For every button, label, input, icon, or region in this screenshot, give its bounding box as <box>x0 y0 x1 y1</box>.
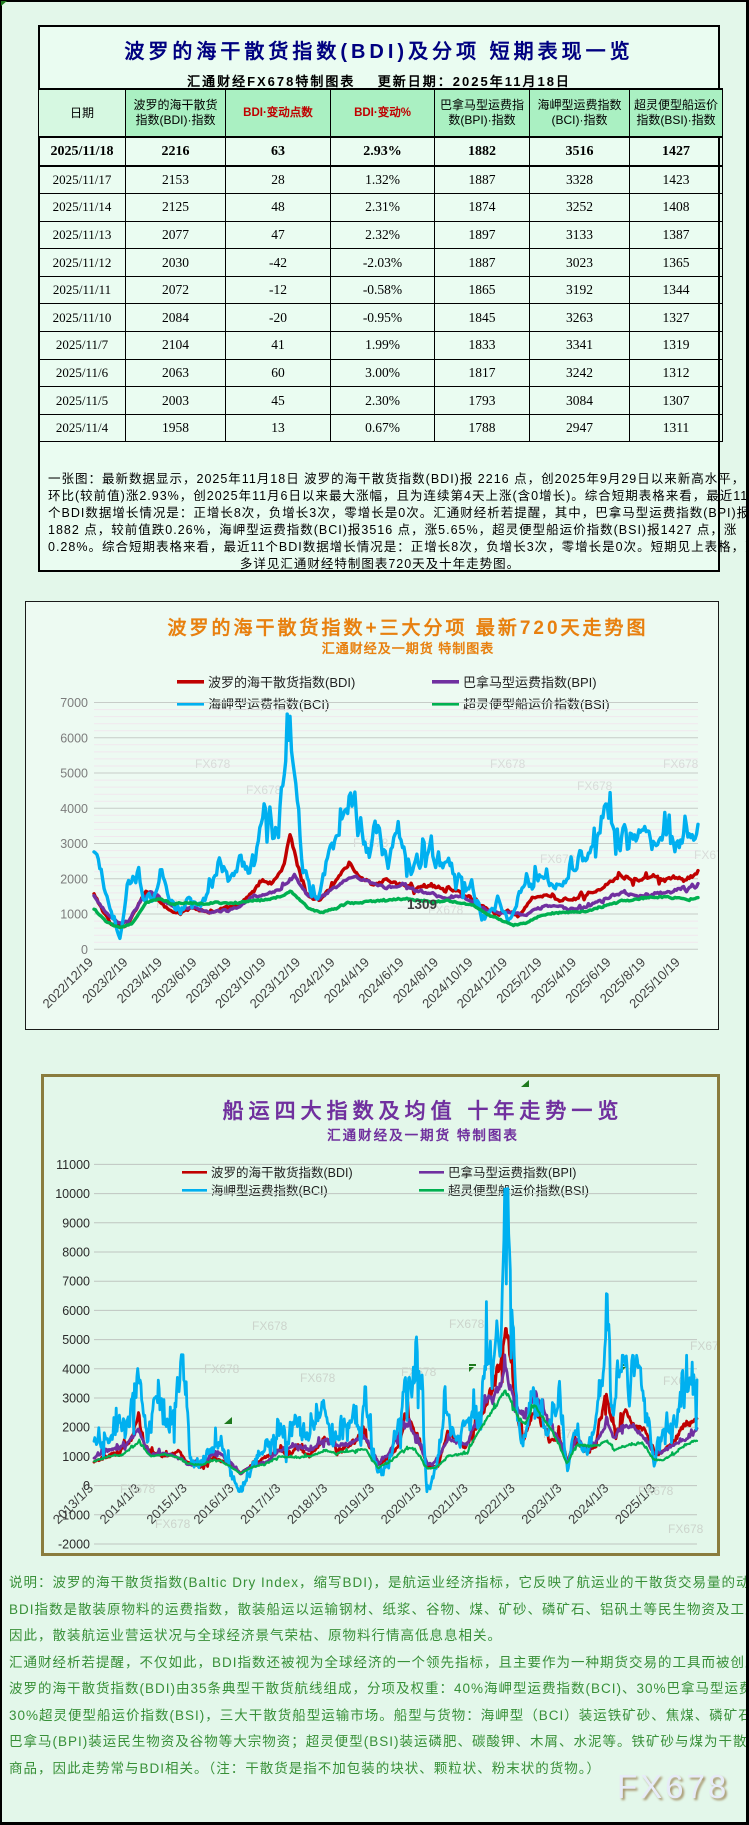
svg-text:4000: 4000 <box>62 1362 90 1376</box>
svg-text:FX678: FX678 <box>195 757 231 771</box>
svg-text:波罗的海干散货指数(BDI): 波罗的海干散货指数(BDI) <box>211 1165 353 1180</box>
svg-text:4000: 4000 <box>60 802 88 816</box>
svg-text:汇通财经及一期货 特制图表: 汇通财经及一期货 特制图表 <box>322 641 495 656</box>
svg-text:FX678: FX678 <box>577 779 613 793</box>
svg-text:2016/1/3: 2016/1/3 <box>190 1481 236 1527</box>
svg-text:2018/1/3: 2018/1/3 <box>284 1481 330 1527</box>
svg-text:FX678: FX678 <box>540 852 576 866</box>
svg-text:波罗的海干散货指数(BDI): 波罗的海干散货指数(BDI) <box>208 675 355 690</box>
svg-text:5000: 5000 <box>60 767 88 781</box>
svg-text:FX678: FX678 <box>694 848 718 862</box>
svg-text:海岬型运费指数(BCI): 海岬型运费指数(BCI) <box>211 1183 328 1198</box>
svg-text:FX678: FX678 <box>252 1319 288 1333</box>
svg-text:海岬型运费指数(BCI): 海岬型运费指数(BCI) <box>208 697 329 712</box>
svg-text:1309: 1309 <box>407 897 437 912</box>
svg-text:0: 0 <box>81 943 88 957</box>
svg-text:2000: 2000 <box>60 872 88 886</box>
svg-text:1000: 1000 <box>62 1450 90 1464</box>
svg-text:2024/1/3: 2024/1/3 <box>565 1481 611 1527</box>
svg-text:FX678: FX678 <box>663 757 699 771</box>
svg-text:7000: 7000 <box>60 696 88 710</box>
svg-text:2000: 2000 <box>62 1421 90 1435</box>
svg-text:FX678: FX678 <box>428 903 464 917</box>
svg-text:超灵便型船运价指数(BSI): 超灵便型船运价指数(BSI) <box>463 697 610 712</box>
svg-text:汇通财经及一期货 特制图表: 汇通财经及一期货 特制图表 <box>327 1127 519 1143</box>
svg-text:5000: 5000 <box>62 1333 90 1347</box>
svg-text:10000: 10000 <box>55 1187 90 1201</box>
svg-text:FX678: FX678 <box>490 757 526 771</box>
svg-text:FX678: FX678 <box>690 1339 717 1353</box>
svg-text:FX678: FX678 <box>120 1482 156 1496</box>
svg-text:2023/1/3: 2023/1/3 <box>518 1481 564 1527</box>
svg-text:6000: 6000 <box>62 1304 90 1318</box>
svg-text:2020/1/3: 2020/1/3 <box>378 1481 424 1527</box>
svg-text:11000: 11000 <box>56 1158 90 1172</box>
svg-text:7000: 7000 <box>62 1275 90 1289</box>
svg-text:9000: 9000 <box>62 1216 90 1230</box>
svg-text:巴拿马型运费指数(BPI): 巴拿马型运费指数(BPI) <box>463 675 597 690</box>
svg-text:船运四大指数及均值 十年走势一览: 船运四大指数及均值 十年走势一览 <box>223 1099 624 1123</box>
svg-text:FX678: FX678 <box>668 1522 704 1536</box>
svg-text:1000: 1000 <box>60 908 88 922</box>
svg-text:2019/1/3: 2019/1/3 <box>331 1481 377 1527</box>
svg-text:0: 0 <box>83 1479 90 1493</box>
svg-text:6000: 6000 <box>60 731 88 745</box>
svg-text:FX678: FX678 <box>449 1317 485 1331</box>
svg-text:2022/1/3: 2022/1/3 <box>471 1481 517 1527</box>
svg-text:FX678: FX678 <box>204 1362 240 1376</box>
svg-text:FX678: FX678 <box>300 1371 336 1385</box>
svg-text:-1000: -1000 <box>58 1508 90 1522</box>
svg-text:3000: 3000 <box>62 1392 90 1406</box>
svg-text:FX678: FX678 <box>155 1517 191 1531</box>
svg-text:巴拿马型运费指数(BPI): 巴拿马型运费指数(BPI) <box>448 1165 576 1180</box>
svg-text:FX678: FX678 <box>246 783 282 797</box>
svg-text:3000: 3000 <box>60 837 88 851</box>
svg-text:FX678: FX678 <box>638 1484 674 1498</box>
svg-text:波罗的海干散货指数+三大分项 最新720天走势图: 波罗的海干散货指数+三大分项 最新720天走势图 <box>167 616 648 639</box>
svg-text:8000: 8000 <box>62 1246 90 1260</box>
svg-text:-2000: -2000 <box>58 1538 90 1552</box>
svg-text:超灵便型船运价指数(BSI): 超灵便型船运价指数(BSI) <box>448 1183 589 1198</box>
